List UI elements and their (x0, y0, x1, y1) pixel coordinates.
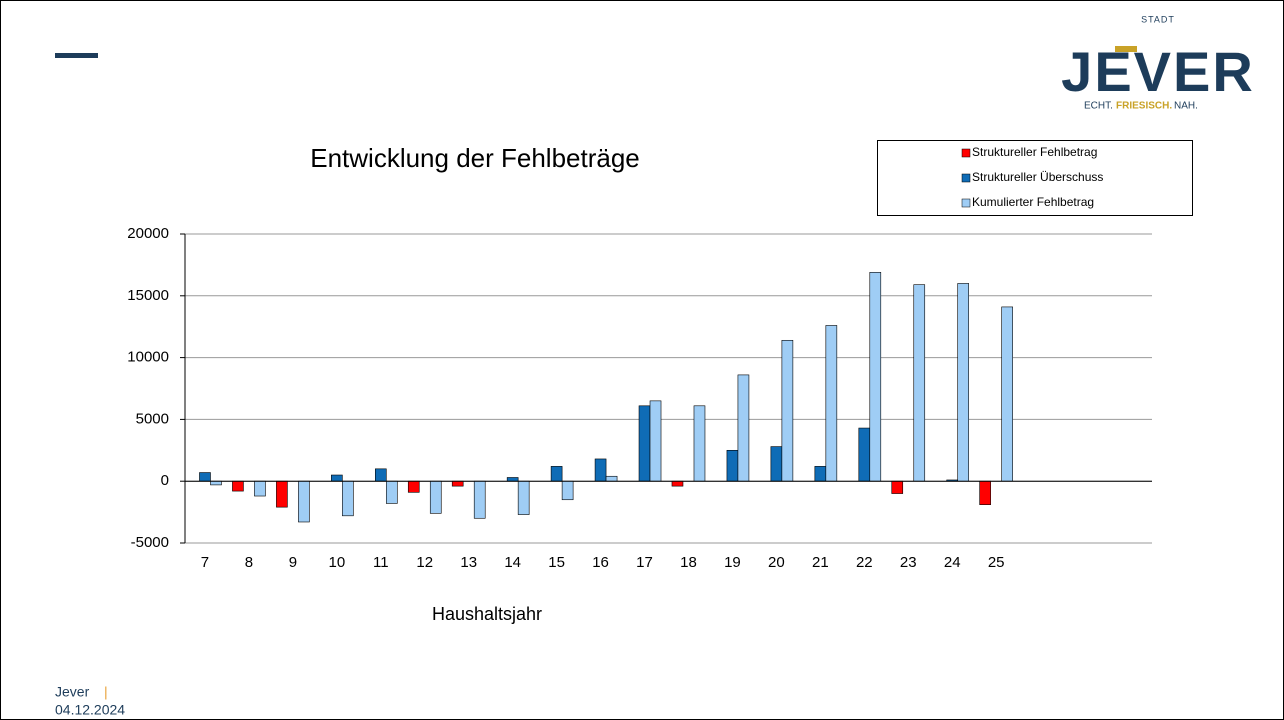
bar (781, 339, 794, 482)
bar (979, 480, 991, 505)
x-tick-label: 19 (724, 554, 741, 571)
bar (254, 480, 266, 497)
bar (825, 325, 838, 482)
bar (331, 474, 343, 482)
bar (298, 480, 310, 523)
bar (649, 400, 662, 482)
accent-bar (55, 53, 98, 58)
legend-swatch (961, 148, 971, 158)
bar (638, 405, 651, 482)
bar (407, 480, 420, 493)
bar (374, 468, 387, 482)
logo-ornament (1115, 46, 1137, 52)
x-tick-label: 10 (328, 554, 345, 571)
bar (737, 374, 750, 482)
x-tick-label: 14 (504, 554, 521, 571)
bar (671, 480, 684, 487)
x-tick-label: 7 (201, 554, 209, 571)
legend-label: Struktureller Überschuss (972, 170, 1103, 184)
bar (385, 480, 398, 504)
footer-separator: | (104, 684, 108, 700)
x-tick-label: 22 (856, 554, 873, 571)
x-tick-label: 17 (636, 554, 653, 571)
legend-box (877, 140, 1193, 216)
logo-tagline-3: NAH. (1174, 101, 1198, 112)
bar (913, 284, 926, 482)
bar (429, 480, 442, 514)
bar (594, 458, 607, 482)
x-axis-label: Haushaltsjahr (432, 604, 542, 624)
y-tick-label: 5000 (136, 410, 169, 427)
legend-swatch (961, 173, 971, 183)
bar (891, 480, 904, 494)
bar (561, 480, 574, 501)
x-tick-label: 15 (548, 554, 565, 571)
bar (869, 272, 882, 482)
legend-label: Kumulierter Fehlbetrag (972, 195, 1094, 209)
legend-swatch (961, 198, 971, 208)
logo-top: STADT (1141, 14, 1175, 24)
x-tick-label: 25 (988, 554, 1005, 571)
bar (210, 480, 222, 486)
bar (1001, 306, 1013, 482)
x-tick-label: 23 (900, 554, 917, 571)
logo-name: JEVER (1061, 40, 1255, 103)
bar (957, 283, 970, 482)
logo-tagline-1: ECHT. (1084, 101, 1113, 112)
x-tick-label: 8 (245, 554, 253, 571)
bar (451, 480, 464, 487)
bar (858, 427, 871, 482)
footer-date: 04.12.2024 (55, 702, 125, 718)
x-tick-label: 12 (416, 554, 433, 571)
x-tick-label: 16 (592, 554, 609, 571)
bar (726, 449, 739, 482)
y-tick-label: 0 (161, 472, 169, 489)
bar (506, 477, 519, 482)
bar (550, 466, 563, 482)
bar (342, 480, 354, 517)
x-tick-label: 9 (289, 554, 297, 571)
x-tick-label: 21 (812, 554, 829, 571)
logo-tagline-2: FRIESISCH. (1116, 101, 1172, 112)
legend-label: Struktureller Fehlbetrag (972, 145, 1097, 159)
x-tick-label: 18 (680, 554, 697, 571)
x-tick-label: 20 (768, 554, 785, 571)
footer-place: Jever (55, 684, 90, 700)
bar (693, 405, 706, 482)
bar (276, 480, 288, 508)
bar (232, 480, 244, 492)
bar (517, 480, 530, 515)
bar (605, 475, 618, 482)
y-tick-label: 10000 (127, 349, 169, 366)
bar (473, 480, 486, 519)
x-tick-label: 11 (373, 554, 389, 571)
chart-title: Entwicklung der Fehlbeträge (310, 143, 640, 173)
bar (770, 446, 783, 482)
y-tick-label: 20000 (127, 225, 169, 242)
y-tick-label: -5000 (131, 534, 169, 551)
y-tick-label: 15000 (127, 287, 169, 304)
x-tick-label: 13 (460, 554, 477, 571)
bar (199, 472, 211, 482)
x-tick-label: 24 (944, 554, 961, 571)
bar (814, 466, 827, 482)
